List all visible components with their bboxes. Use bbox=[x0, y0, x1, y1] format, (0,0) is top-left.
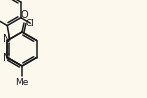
Text: O: O bbox=[21, 10, 28, 20]
Text: N: N bbox=[3, 34, 10, 44]
Text: N: N bbox=[3, 54, 10, 64]
Text: Me: Me bbox=[15, 78, 29, 87]
Text: Cl: Cl bbox=[26, 19, 35, 28]
